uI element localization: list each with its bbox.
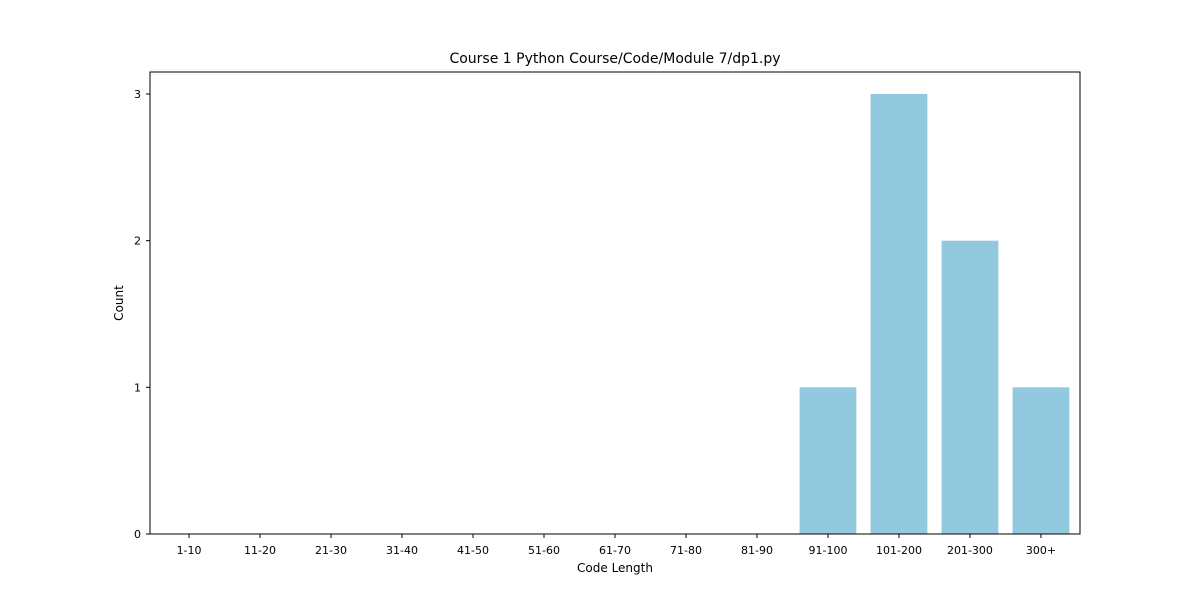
x-tick-label: 300+ [1026, 544, 1056, 557]
x-tick-label: 1-10 [177, 544, 202, 557]
bars-layer [799, 94, 1070, 535]
chart-title: Course 1 Python Course/Code/Module 7/dp1… [449, 51, 780, 67]
y-tick-label: 2 [134, 235, 141, 248]
x-tick-label: 101-200 [876, 544, 922, 557]
x-axis-ticks: 1-10 11-20 21-30 31-40 41-50 51-60 61-70 71-80 8… [177, 534, 1056, 557]
bar-201-300 [941, 240, 999, 535]
y-axis-ticks: 0 1 2 3 [134, 88, 150, 541]
bar-91-100 [799, 387, 857, 534]
x-tick-label: 81-90 [741, 544, 773, 557]
x-tick-label: 201-300 [947, 544, 993, 557]
x-tick-label: 61-70 [599, 544, 631, 557]
x-tick-label: 41-50 [457, 544, 489, 557]
x-tick-label: 71-80 [670, 544, 702, 557]
x-tick-label: 11-20 [244, 544, 276, 557]
x-tick-label: 21-30 [315, 544, 347, 557]
y-tick-label: 3 [134, 88, 141, 101]
x-tick-label: 91-100 [808, 544, 847, 557]
bar-300+ [1012, 387, 1070, 534]
x-tick-label: 31-40 [386, 544, 418, 557]
y-axis-label: Count [112, 285, 126, 321]
y-tick-label: 0 [134, 528, 141, 541]
x-tick-label: 51-60 [528, 544, 560, 557]
plot-area-frame [149, 71, 1081, 535]
bar-101-200 [870, 94, 928, 534]
y-tick-label: 1 [134, 381, 141, 394]
x-axis-label: Code Length [577, 561, 653, 575]
